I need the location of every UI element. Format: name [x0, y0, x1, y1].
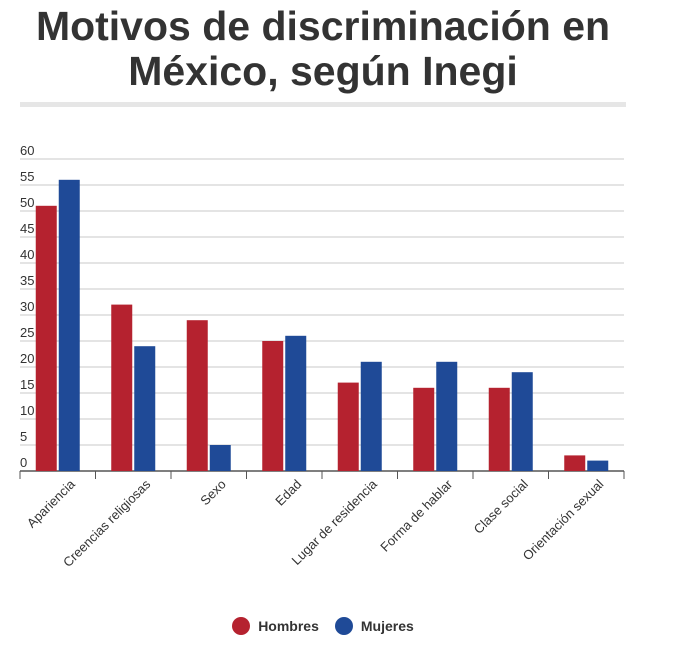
- x-tick-label: Orientación sexual: [520, 476, 607, 563]
- x-tick-label: Forma de hablar: [377, 476, 456, 555]
- bar-hombres-4: [262, 341, 284, 471]
- y-tick-label: 15: [20, 377, 34, 392]
- bar-hombres-7: [488, 387, 510, 471]
- y-tick-label: 35: [20, 273, 34, 288]
- chart-legend: Hombres Mujeres: [0, 617, 646, 635]
- bar-mujeres-1: [58, 179, 80, 472]
- chart-title: Motivos de discriminación en México, seg…: [35, 3, 611, 94]
- legend-label-mujeres: Mujeres: [360, 618, 414, 634]
- y-tick-label: 60: [20, 143, 34, 158]
- y-tick-label: 20: [20, 351, 34, 366]
- y-tick-label: 50: [20, 195, 34, 210]
- bar-mujeres-5: [360, 361, 382, 471]
- bar-hombres-6: [413, 387, 435, 471]
- bar-mujeres-7: [511, 372, 533, 471]
- bar-hombres-1: [35, 205, 57, 472]
- title-divider: [20, 102, 626, 107]
- bar-hombres-2: [111, 304, 133, 471]
- y-tick-label: 30: [20, 299, 34, 314]
- y-tick-label: 0: [20, 455, 27, 470]
- bar-hombres-3: [186, 320, 208, 471]
- y-tick-label: 40: [20, 247, 34, 262]
- bar-hombres-8: [564, 455, 586, 471]
- bar-chart: 051015202530354045505560AparienciaCreenc…: [19, 143, 625, 570]
- bar-hombres-5: [337, 382, 359, 471]
- x-tick-label: Edad: [272, 477, 304, 509]
- y-tick-label: 10: [20, 403, 34, 418]
- bar-mujeres-3: [209, 445, 231, 471]
- x-tick-label: Clase social: [471, 476, 531, 536]
- x-tick-label: Sexo: [197, 477, 229, 509]
- legend-item-mujeres: Mujeres: [334, 617, 414, 635]
- legend-item-hombres: Hombres: [232, 617, 319, 635]
- x-tick-label: Apariencia: [24, 476, 79, 531]
- legend-swatch-mujeres: [334, 617, 353, 635]
- x-tick-label: Lugar de residencia: [289, 476, 381, 568]
- legend-label-hombres: Hombres: [258, 618, 319, 634]
- bar-mujeres-2: [134, 346, 156, 471]
- y-tick-label: 55: [20, 169, 34, 184]
- bar-mujeres-6: [436, 361, 458, 471]
- y-tick-label: 5: [20, 429, 27, 444]
- y-tick-label: 45: [20, 221, 34, 236]
- bar-mujeres-8: [587, 460, 609, 471]
- y-tick-label: 25: [20, 325, 34, 340]
- legend-swatch-hombres: [232, 617, 251, 635]
- bar-mujeres-4: [285, 335, 307, 471]
